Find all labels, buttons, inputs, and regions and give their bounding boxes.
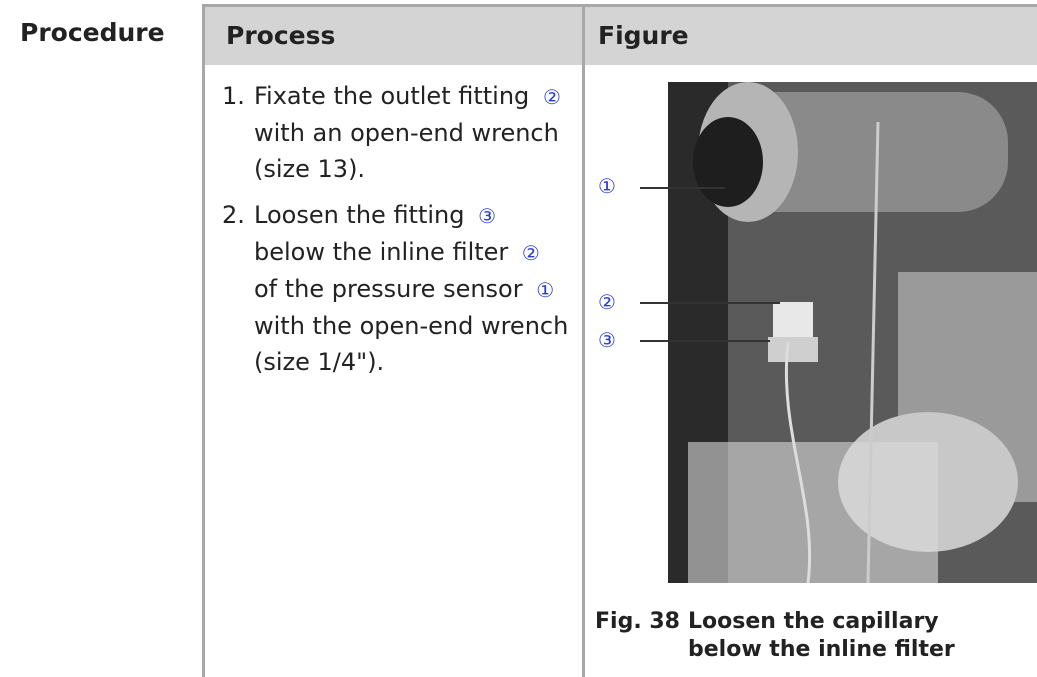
step-text: Loosen the fitting ③ below the inline fi… xyxy=(254,197,572,380)
figure-label: Fig. 38 xyxy=(595,609,680,634)
callout: ① xyxy=(598,174,616,198)
text: with an open-end wrench (size 13). xyxy=(254,119,559,183)
column-header: Figure xyxy=(598,21,689,50)
callout: ③ xyxy=(598,328,616,352)
leader-line xyxy=(640,302,780,304)
border xyxy=(582,4,585,677)
text: with the open-end wrench (size 1/4"). xyxy=(254,312,569,376)
step-list: 1. Fixate the outlet fitting ② with an op… xyxy=(222,78,572,390)
reference: ② xyxy=(521,241,540,265)
reference: ② xyxy=(542,85,561,109)
table-header: Process Figure xyxy=(202,4,1037,65)
step-text: Fixate the outlet fitting ② with an open… xyxy=(254,78,572,187)
step-number: 1. xyxy=(222,82,245,110)
text: below the inline filter xyxy=(254,238,509,266)
leader-line xyxy=(640,187,725,189)
figure-caption: Loosen the capillary below the inline fi… xyxy=(688,609,955,662)
leader-line xyxy=(640,340,770,342)
section-label: Procedure xyxy=(20,18,165,47)
step: 2. Loosen the fitting ③ below the inline … xyxy=(222,197,572,380)
reference: ① xyxy=(536,278,555,302)
text: of the pressure sensor xyxy=(254,275,523,303)
reference: ③ xyxy=(478,204,497,228)
text: Fixate the outlet fitting xyxy=(254,82,530,110)
column-header: Process xyxy=(226,21,336,50)
callout: ② xyxy=(598,290,616,314)
text: Loosen the fitting xyxy=(254,201,465,229)
step-number: 2. xyxy=(222,201,245,229)
photo xyxy=(668,82,1037,583)
step: 1. Fixate the outlet fitting ② with an op… xyxy=(222,78,572,187)
border xyxy=(202,4,205,677)
